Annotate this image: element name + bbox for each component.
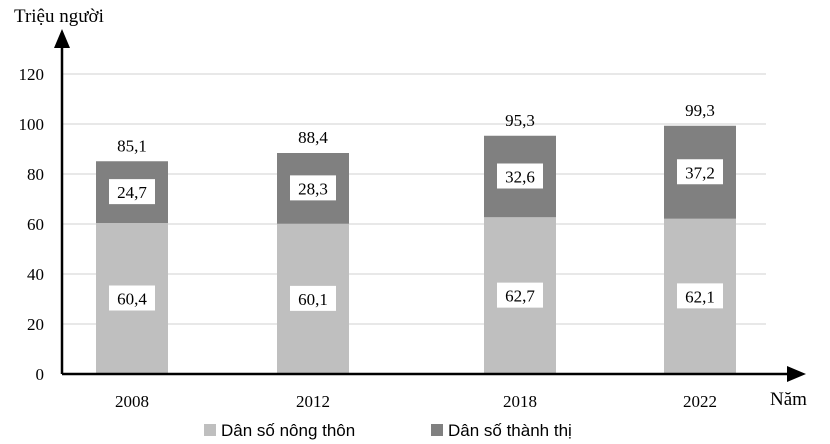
x-tick-labels: 2008 2012 2018 2022: [115, 392, 717, 411]
y-axis-label: Triệu người: [14, 6, 104, 27]
legend-label: Dân số nông thôn: [221, 421, 355, 440]
y-tick-labels: 0 20 40 60 80 100 120: [19, 65, 45, 384]
legend-label: Dân số thành thị: [448, 421, 572, 440]
legend-swatch: [431, 424, 443, 436]
y-tick-label: 40: [27, 265, 44, 284]
x-tick-label: 2022: [683, 392, 717, 411]
y-tick-label: 100: [19, 115, 45, 134]
y-tick-label: 0: [36, 365, 45, 384]
x-axis-arrow: [787, 366, 806, 382]
bars: [96, 125, 736, 374]
y-tick-label: 60: [27, 215, 44, 234]
rural-value-label: 62,7: [505, 287, 535, 306]
data-label-box: [677, 283, 723, 309]
gridlines: [62, 73, 766, 325]
total-value-label: 99,3: [685, 101, 715, 120]
urban-value-label: 28,3: [298, 179, 328, 198]
y-axis-arrow: [54, 29, 70, 48]
y-tick-label: 120: [19, 65, 45, 84]
rural-value-label: 60,1: [298, 290, 328, 309]
data-label-box: [677, 159, 723, 185]
total-value-label: 95,3: [505, 111, 535, 130]
x-axis-label: Năm: [770, 389, 807, 410]
data-label-box: [290, 285, 336, 311]
legend: Dân số nông thôn Dân số thành thị: [204, 421, 572, 440]
y-tick-label: 20: [27, 315, 44, 334]
data-label-box: [497, 163, 543, 189]
data-labels: 60,4 24,7 85,1 60,1 28,3 88,4 62,7 32,6 95,3 62,1…: [109, 101, 723, 311]
axes: [54, 29, 806, 382]
data-label-box: [290, 175, 336, 201]
data-label-box: [109, 179, 155, 205]
data-label-box: [497, 282, 543, 308]
legend-swatch: [204, 424, 216, 436]
urban-value-label: 32,6: [505, 168, 535, 187]
x-tick-label: 2008: [115, 392, 149, 411]
y-tick-label: 80: [27, 165, 44, 184]
total-value-label: 85,1: [117, 136, 147, 155]
total-value-label: 88,4: [298, 128, 328, 147]
urban-value-label: 24,7: [117, 183, 147, 202]
rural-value-label: 62,1: [685, 287, 715, 306]
rural-value-label: 60,4: [117, 290, 147, 309]
x-tick-label: 2012: [296, 392, 330, 411]
urban-value-label: 37,2: [685, 163, 715, 182]
data-label-box: [109, 285, 155, 311]
x-tick-label: 2018: [503, 392, 537, 411]
